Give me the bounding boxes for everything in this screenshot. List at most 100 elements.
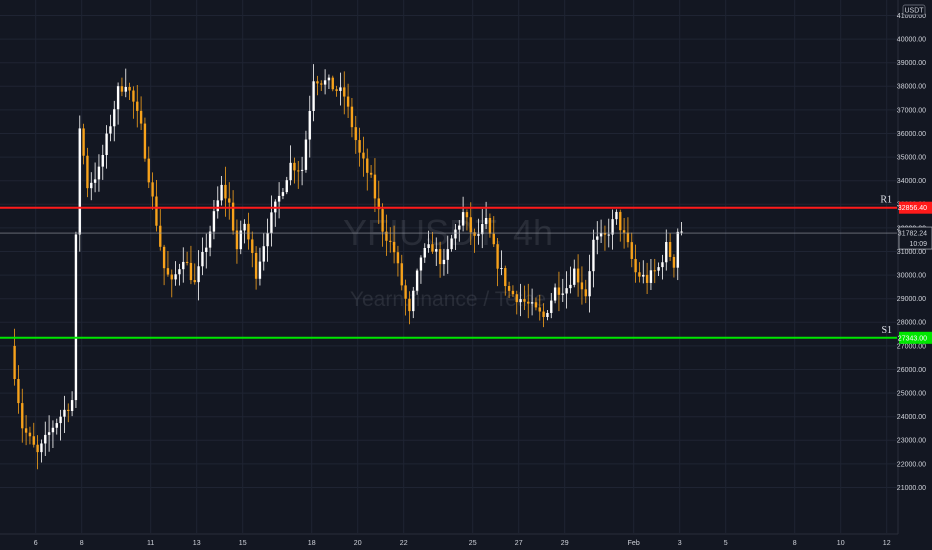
candle: [239, 220, 242, 255]
candle-body: [243, 223, 246, 231]
time-tick-label: 15: [239, 540, 247, 547]
candle: [450, 234, 453, 252]
candle: [354, 115, 357, 154]
candle: [312, 64, 315, 122]
candle-body: [258, 261, 262, 279]
candle: [615, 209, 618, 225]
candle: [477, 218, 480, 245]
price-tick-label: 34000.00: [897, 178, 926, 185]
candle: [24, 415, 28, 446]
candle: [151, 172, 154, 210]
time-axis-panel[interactable]: [0, 534, 898, 550]
candle-body: [162, 246, 166, 269]
candle: [381, 203, 384, 247]
candle-body: [630, 242, 633, 259]
candle-body: [484, 217, 488, 225]
currency-label: USDT: [904, 8, 924, 15]
candle: [469, 202, 472, 246]
candle: [193, 263, 196, 285]
candle-body: [504, 268, 507, 287]
price-tick-label: 21000.00: [897, 485, 926, 492]
candle: [346, 83, 350, 118]
candle: [178, 263, 181, 286]
candle: [254, 246, 258, 290]
price-tick-label: 40000.00: [897, 37, 926, 44]
price-tick-label: 27000.00: [897, 343, 926, 350]
candle: [557, 271, 561, 312]
candle-body: [251, 239, 254, 253]
candle-body: [331, 77, 334, 90]
time-tick-label: 25: [469, 540, 477, 547]
candle: [36, 435, 39, 470]
candle: [90, 172, 93, 201]
candle-body: [377, 198, 380, 210]
candle: [423, 243, 426, 263]
candle-body: [323, 80, 327, 85]
candle-body: [55, 423, 58, 428]
candle-body: [185, 261, 189, 263]
candle-body: [638, 272, 641, 277]
candle-body: [139, 110, 143, 124]
candle: [511, 285, 515, 298]
candle-body: [262, 246, 265, 262]
candle: [642, 260, 645, 284]
candle: [362, 136, 365, 177]
price-tick-label: 39000.00: [897, 60, 926, 67]
candle: [527, 283, 530, 319]
candle: [561, 278, 564, 302]
candle-body: [603, 232, 607, 235]
candle-body: [116, 86, 120, 110]
candle-body: [573, 268, 576, 285]
candle: [266, 218, 269, 262]
candle: [28, 426, 32, 445]
candle: [634, 244, 637, 283]
candle-body: [82, 128, 85, 156]
candle: [603, 225, 607, 251]
candle-body: [469, 217, 472, 233]
price-axis-panel[interactable]: [898, 0, 932, 534]
candle-body: [415, 270, 419, 291]
candle-body: [212, 211, 216, 232]
price-tick-label: 22000.00: [897, 461, 926, 468]
currency-badge[interactable]: USDT: [902, 4, 926, 16]
candle-body: [205, 247, 208, 253]
candle: [339, 72, 342, 106]
candle-body: [120, 86, 124, 92]
time-tick-label: 22: [400, 540, 408, 547]
candle-body: [665, 242, 668, 263]
candle-body: [17, 379, 20, 404]
candle-body: [431, 244, 434, 252]
candle-body: [136, 101, 139, 111]
level-name-s1: S1: [881, 325, 892, 336]
candle: [216, 186, 219, 219]
candle-body: [277, 195, 281, 202]
candle: [70, 391, 74, 417]
candle: [530, 288, 534, 316]
candle: [645, 262, 649, 294]
candle: [78, 115, 81, 252]
watermark-name: Yearn.finance / Tethe: [350, 288, 546, 311]
candle: [584, 279, 587, 304]
candle: [412, 286, 415, 319]
candle-body: [580, 282, 584, 290]
candle-body: [231, 202, 235, 231]
candle: [565, 271, 568, 309]
candle: [496, 237, 499, 287]
candle-body: [220, 184, 223, 201]
candle-body: [47, 432, 51, 435]
candle-body: [519, 299, 522, 303]
candle: [431, 231, 434, 254]
candle-body: [90, 182, 93, 189]
candle: [109, 114, 112, 142]
candle: [415, 268, 419, 295]
candle-body: [297, 170, 300, 172]
candle: [101, 144, 104, 180]
candle-body: [642, 274, 645, 277]
level-lines: R1 S1: [0, 195, 897, 339]
candle: [86, 147, 89, 198]
candle-body: [599, 232, 603, 237]
candle-body: [565, 288, 568, 294]
candle: [251, 231, 254, 268]
price-tick-label: 26000.00: [897, 367, 926, 374]
